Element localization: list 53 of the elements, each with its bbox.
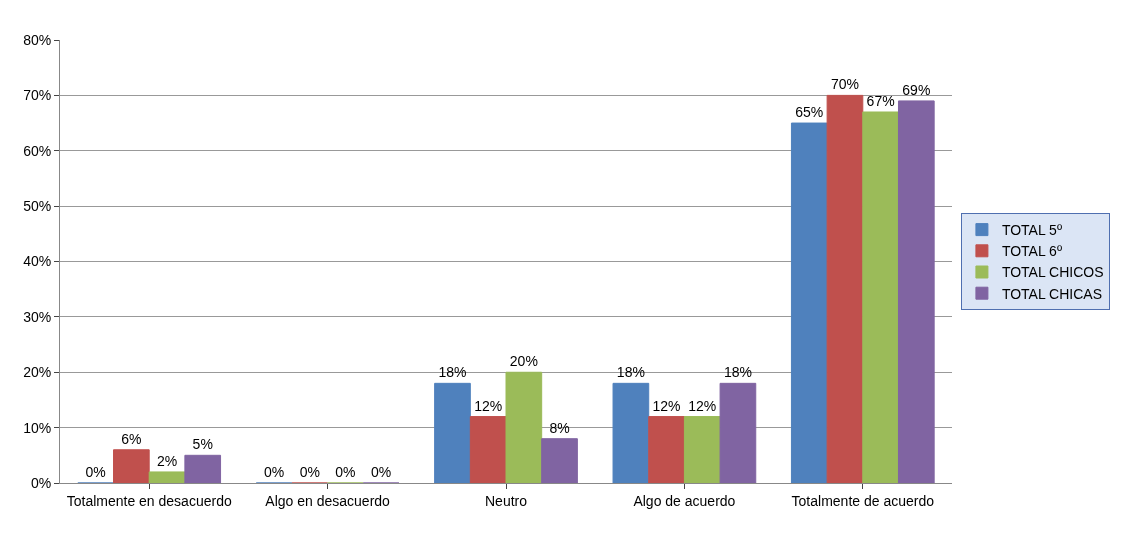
legend-label: TOTAL CHICAS: [1001, 285, 1103, 302]
bar: [505, 371, 543, 483]
data-label: 5%: [192, 436, 213, 453]
data-label: 65%: [795, 104, 824, 121]
data-label: 18%: [723, 364, 752, 381]
data-label: 70%: [830, 76, 859, 93]
x-tick-label: Algo de acuerdo: [633, 492, 736, 509]
y-tick-label: 20%: [23, 364, 52, 381]
y-tick-label: 60%: [23, 142, 52, 159]
data-label: 2%: [156, 452, 178, 469]
y-tick-label: 10%: [23, 419, 52, 436]
bar: [434, 382, 471, 483]
data-label: 0%: [263, 464, 285, 480]
bar: [683, 416, 721, 483]
bar: [148, 471, 186, 483]
y-tick-label: 0%: [30, 474, 52, 491]
data-label: 67%: [866, 92, 895, 109]
bar: [790, 122, 828, 483]
data-label: 12%: [688, 397, 717, 414]
data-label: 18%: [438, 364, 467, 381]
x-tick-label: Neutro: [484, 492, 528, 509]
bar: [184, 454, 222, 483]
bar: [469, 416, 507, 483]
data-label: 20%: [509, 353, 538, 370]
data-label: 8%: [549, 419, 570, 436]
x-tick-label: Totalmente en desacuerdo: [66, 492, 232, 509]
y-tick-label: 40%: [23, 253, 52, 270]
bar: [612, 382, 650, 483]
data-label: 69%: [902, 81, 931, 98]
legend-label: TOTAL 5º: [1001, 222, 1063, 239]
data-label: 0%: [85, 464, 106, 480]
x-tick-label: Totalmente de acuerdo: [791, 492, 935, 509]
data-label: 6%: [121, 430, 142, 447]
data-label: 0%: [299, 464, 320, 480]
data-label: 12%: [652, 397, 681, 414]
data-label: 0%: [371, 464, 392, 480]
y-tick-label: 80%: [23, 31, 52, 48]
data-label: 0%: [335, 464, 356, 480]
legend-label: TOTAL 6º: [1001, 243, 1063, 260]
x-tick-label: Algo en desacuerdo: [265, 492, 391, 509]
bar: [826, 94, 864, 483]
y-tick-label: 70%: [23, 87, 52, 104]
bar: [897, 100, 935, 483]
data-label: 12%: [474, 397, 503, 414]
y-tick-label: 30%: [23, 308, 52, 325]
bar: [113, 449, 150, 483]
bar: [862, 111, 899, 483]
y-tick-label: 50%: [23, 198, 52, 215]
data-label: 18%: [616, 364, 645, 381]
bar: [719, 382, 757, 483]
bar: [541, 438, 578, 483]
bar: [648, 416, 685, 483]
legend-label: TOTAL CHICOS: [1001, 264, 1104, 281]
